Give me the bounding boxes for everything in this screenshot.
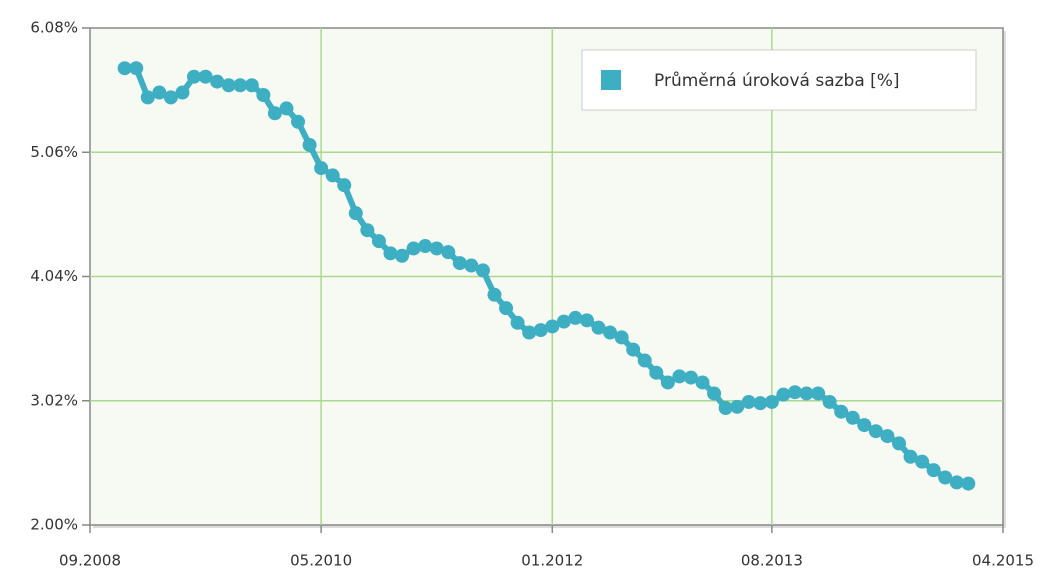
data-point (383, 246, 398, 261)
x-tick-label: 09.2008 (59, 552, 121, 570)
data-point (314, 161, 329, 176)
data-point (834, 404, 849, 419)
data-point (117, 61, 132, 76)
data-point (660, 375, 675, 390)
data-point (210, 74, 225, 89)
data-point (603, 325, 618, 340)
data-point (244, 78, 259, 93)
data-point (730, 399, 745, 414)
data-point (915, 454, 930, 469)
data-point (579, 313, 594, 328)
data-point (348, 206, 363, 221)
data-point (487, 287, 502, 302)
data-point (741, 394, 756, 409)
data-point (961, 476, 976, 491)
data-point (556, 314, 571, 329)
data-point (949, 475, 964, 490)
data-point (938, 470, 953, 485)
data-point (371, 234, 386, 249)
y-tick-label: 3.02% (30, 391, 78, 409)
data-point (267, 106, 282, 121)
data-point (325, 168, 340, 183)
data-point (510, 315, 525, 330)
data-point (406, 241, 421, 256)
data-point (429, 241, 444, 256)
data-point (776, 387, 791, 402)
data-point (880, 429, 895, 444)
legend-swatch (599, 68, 623, 92)
legend-box (581, 49, 977, 111)
data-point (845, 410, 860, 425)
data-point (568, 310, 583, 325)
data-point (695, 375, 710, 390)
data-point (129, 61, 144, 76)
data-point (787, 385, 802, 400)
data-point (545, 319, 560, 334)
data-point (233, 78, 248, 93)
data-point (926, 463, 941, 478)
y-tick-label: 2.00% (30, 516, 78, 534)
data-point (152, 85, 167, 100)
data-point (683, 370, 698, 385)
data-point (753, 396, 768, 411)
data-point (799, 386, 814, 401)
data-point (464, 258, 479, 273)
data-point (198, 69, 213, 84)
x-tick-label: 05.2010 (290, 552, 352, 570)
legend-label: Průměrná úroková sazba [%] (654, 71, 900, 91)
data-point (418, 239, 433, 254)
data-point (475, 263, 490, 278)
data-point (857, 418, 872, 433)
data-point (452, 256, 467, 271)
data-point (764, 394, 779, 409)
data-point (626, 342, 641, 357)
data-point (360, 223, 375, 238)
data-point (822, 394, 837, 409)
data-point (291, 114, 306, 129)
data-point (637, 353, 652, 368)
data-point (811, 386, 826, 401)
data-point (279, 101, 294, 116)
data-point (614, 330, 629, 345)
data-point (891, 436, 906, 451)
y-tick-label: 6.08% (30, 19, 78, 37)
data-point (499, 301, 514, 316)
data-point (187, 69, 202, 84)
data-point (140, 90, 155, 105)
data-point (163, 90, 178, 105)
x-tick-label: 04.2015 (972, 552, 1034, 570)
data-point (522, 325, 537, 340)
data-point (533, 323, 548, 338)
data-point (903, 449, 918, 464)
x-tick-label: 01.2012 (521, 552, 583, 570)
y-tick-label: 5.06% (30, 143, 78, 161)
data-point (256, 87, 271, 102)
data-point (441, 245, 456, 260)
x-tick-label: 08.2013 (741, 552, 803, 570)
data-point (302, 137, 317, 152)
y-tick-label: 4.04% (30, 267, 78, 285)
data-point (672, 369, 687, 384)
data-point (221, 78, 236, 93)
data-point (649, 365, 664, 380)
data-point (175, 85, 190, 100)
data-point (591, 320, 606, 335)
data-point (337, 178, 352, 193)
data-point (395, 248, 410, 263)
data-point (868, 424, 883, 439)
data-point (707, 386, 722, 401)
data-point (718, 401, 733, 416)
